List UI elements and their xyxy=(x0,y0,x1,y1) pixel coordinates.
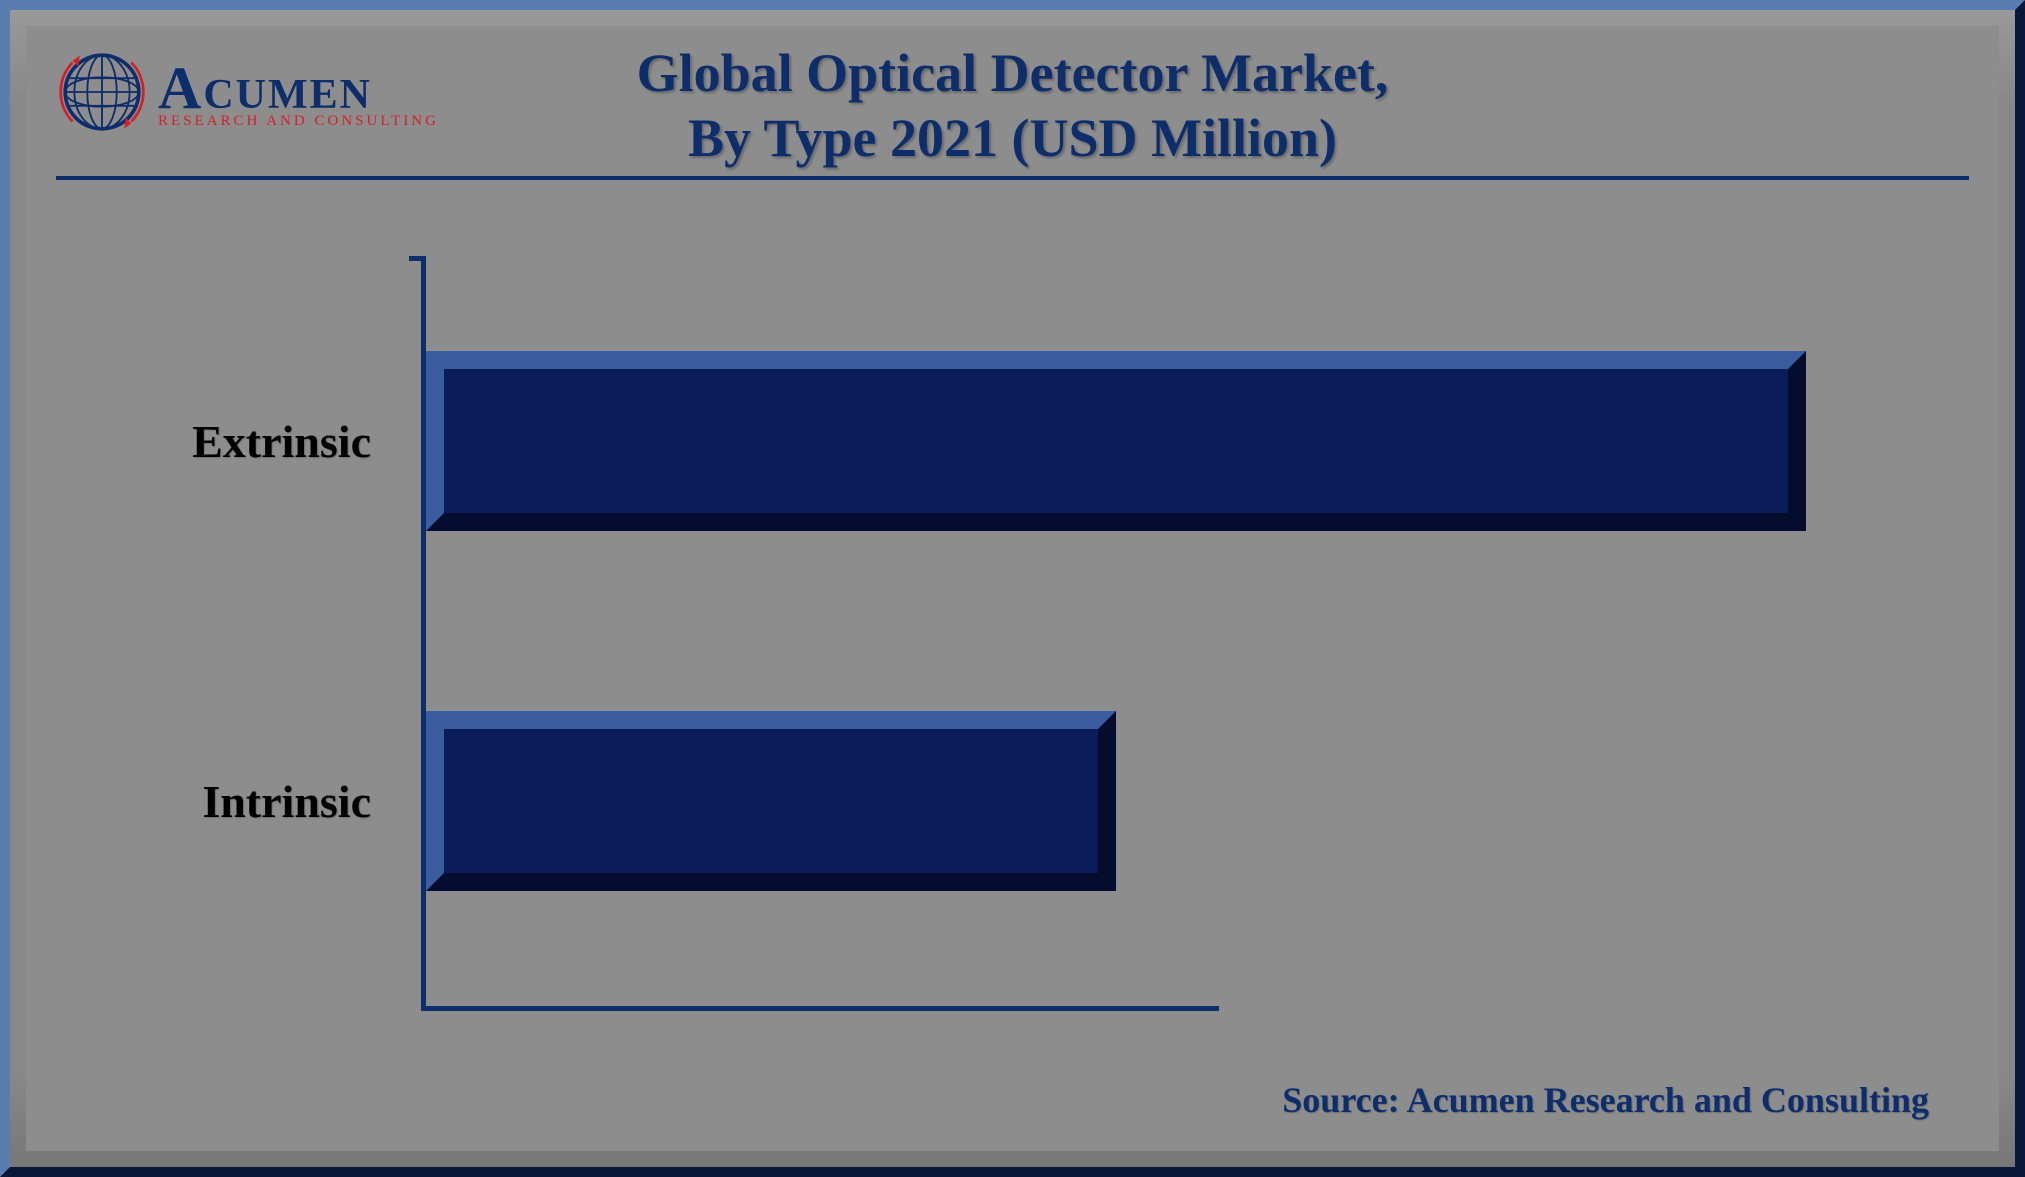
x-axis xyxy=(421,994,1219,1011)
bar-intrinsic xyxy=(426,711,1116,891)
bar-row-extrinsic: Extrinsic xyxy=(101,331,1939,551)
canvas: Acumen RESEARCH AND CONSULTING Global Op… xyxy=(26,26,1999,1151)
title-line-1: Global Optical Detector Market, xyxy=(26,41,1999,106)
chart-title: Global Optical Detector Market, By Type … xyxy=(26,41,1999,171)
title-line-2: By Type 2021 (USD Million) xyxy=(26,106,1999,171)
bar-intrinsic-face xyxy=(426,711,1116,891)
bar-extrinsic xyxy=(426,351,1806,531)
outer-frame: Acumen RESEARCH AND CONSULTING Global Op… xyxy=(0,0,2025,1177)
bar-label-extrinsic: Extrinsic xyxy=(101,415,401,468)
source-attribution: Source: Acumen Research and Consulting xyxy=(1282,1079,1929,1121)
bar-row-intrinsic: Intrinsic xyxy=(101,691,1939,911)
header: Acumen RESEARCH AND CONSULTING Global Op… xyxy=(26,26,1999,196)
header-divider xyxy=(56,176,1969,180)
bar-label-intrinsic: Intrinsic xyxy=(101,775,401,828)
bar-extrinsic-face xyxy=(426,351,1806,531)
chart-area: Extrinsic Intrinsic xyxy=(101,236,1939,1031)
